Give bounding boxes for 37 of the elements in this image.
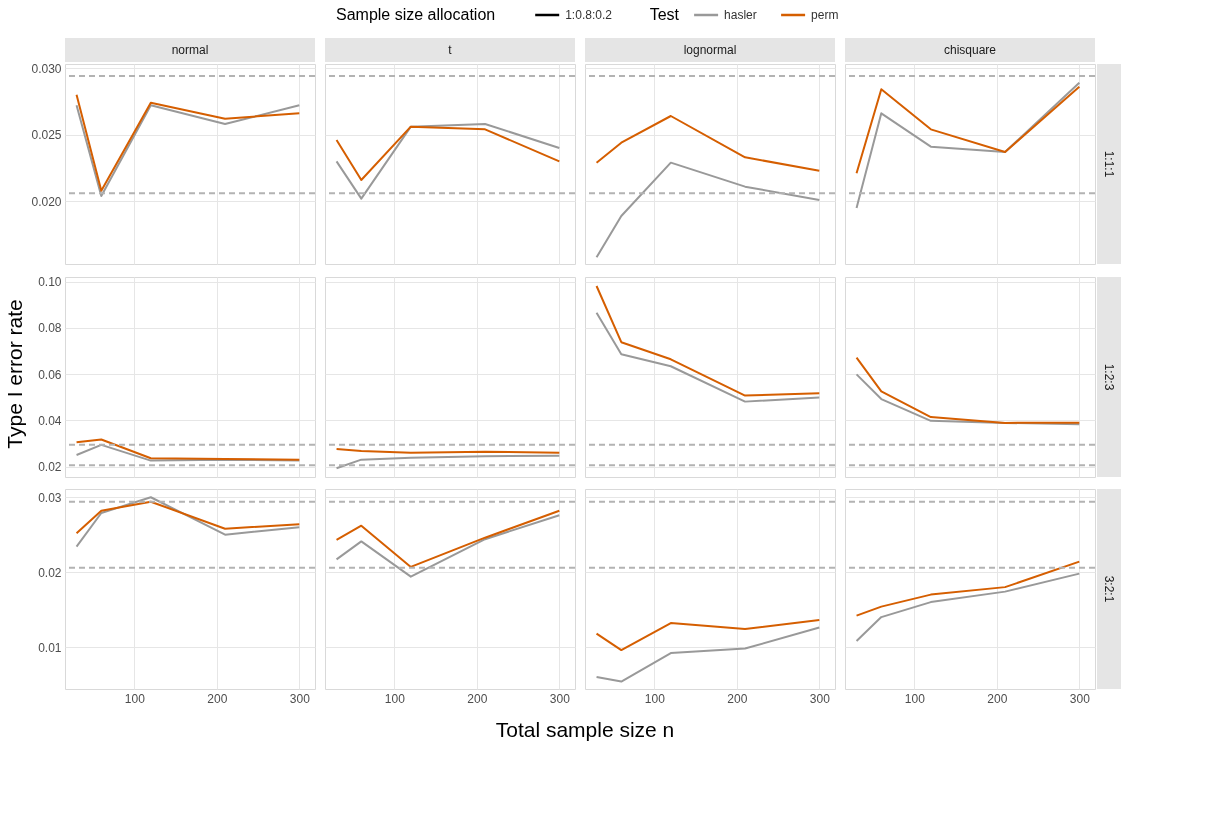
x-tick-label: 100 [384,691,406,706]
x-tick-label: 300 [1069,691,1091,706]
chart-title: lognormal [683,43,737,57]
y-tick-label: 0.08 [38,321,62,336]
x-tick-label: 100 [124,691,146,706]
chart-title: chisquare [943,43,997,57]
y-tick-label: 0.020 [31,194,62,209]
x-tick-label: 200 [467,691,488,706]
x-tick-label: 200 [727,691,748,706]
chart-title: t [448,43,453,57]
chart-title: normal [171,43,209,57]
y-tick-label: 0.02 [38,565,62,580]
y2-axis-title: 1:2:3 [1102,363,1116,391]
y-tick-label: 0.03 [38,490,62,505]
legend-title: Test [649,6,680,23]
y-tick-label: 0.030 [31,61,62,76]
x-tick-label: 100 [904,691,926,706]
y-tick-label: 0.04 [38,413,62,428]
y-tick-label: 0.10 [38,275,62,290]
y-tick-label: 0.01 [38,640,62,655]
y-tick-label: 0.02 [38,460,62,475]
text: Sample size allocation [336,6,496,23]
text: 1:0.8:0.2 [565,8,613,22]
x-tick-label: 100 [644,691,666,706]
y-axis-title: Type I error rate [3,299,26,449]
x-tick-label: 300 [549,691,571,706]
y-tick-label: 0.06 [38,367,62,382]
x-tick-label: 200 [987,691,1008,706]
y2-axis-title: 3:2:1 [1102,575,1116,603]
legend-label: perm [811,8,839,22]
y2-axis-title: 1:1:1 [1102,150,1116,178]
x-axis-title: Total sample size n [495,718,675,741]
y-tick-label: 0.025 [31,128,62,143]
x-tick-label: 300 [809,691,831,706]
x-tick-label: 300 [289,691,311,706]
x-tick-label: 200 [207,691,228,706]
legend-label: hasler [724,8,757,22]
